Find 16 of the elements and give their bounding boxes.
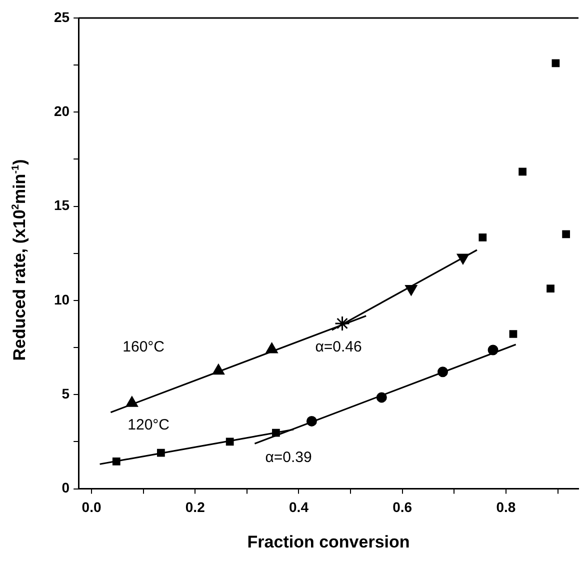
y-tick-label: 25 <box>54 8 70 25</box>
y-tick-label: 20 <box>54 103 70 120</box>
x-axis-title: Fraction conversion <box>247 532 410 552</box>
y-tick-label: 5 <box>62 386 70 402</box>
x-tick-label: 0.0 <box>82 499 102 516</box>
annotation: α=0.46 <box>315 338 362 356</box>
y-tick-label: 15 <box>54 197 70 214</box>
annotation: α=0.39 <box>265 448 312 466</box>
annotation: 120°C <box>128 416 170 434</box>
annotation: 160°C <box>122 338 165 356</box>
y-tick-label: 10 <box>54 291 70 308</box>
x-tick-label: 0.4 <box>289 499 309 516</box>
x-tick-label: 0.2 <box>185 499 206 516</box>
x-tick-label: 0.6 <box>392 499 412 516</box>
x-tick-label: 0.8 <box>496 499 516 516</box>
y-tick-label: 0 <box>62 480 70 496</box>
